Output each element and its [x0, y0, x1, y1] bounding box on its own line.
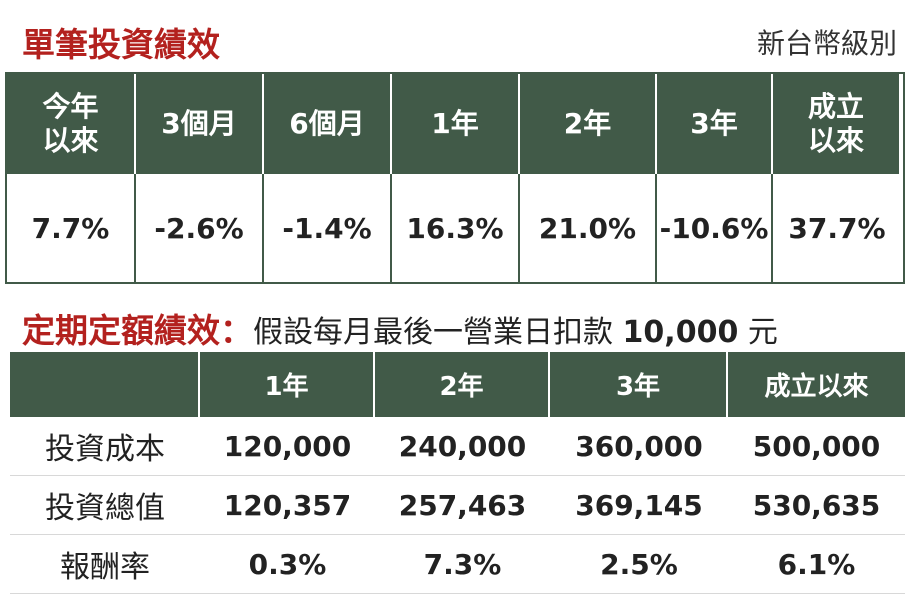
value-3y: -10.6%: [657, 174, 773, 282]
header-ytd-text: 今年 以來: [42, 90, 99, 157]
periodic-performance-table: 1年 2年 3年 成立以來 投資成本 120,000 240,000 360,0…: [10, 352, 905, 594]
header-since-inception-text: 成立 以來: [807, 90, 864, 157]
header-3m: 3個月: [136, 74, 264, 174]
total-value-3y: 369,145: [550, 476, 728, 535]
cost-since-inception: 500,000: [728, 417, 905, 476]
currency-class-label: 新台幣級別: [756, 27, 897, 60]
single-investment-title: 單筆投資績效: [22, 25, 220, 64]
value-2y: 21.0%: [520, 174, 657, 282]
single-performance-table: 今年 以來 3個月 6個月 1年 2年 3年 成立 以來 7.7% -2.6% …: [5, 72, 905, 284]
periodic-subtitle-text: 假設每月最後一營業日扣款: [253, 315, 613, 350]
header-2y: 2年: [520, 74, 657, 174]
periodic-investment-title: 定期定額績效：假設每月最後一營業日扣款 10,000 元: [22, 304, 778, 352]
periodic-header-3y: 3年: [550, 352, 728, 417]
periodic-header-since-inception: 成立以來: [728, 352, 905, 417]
cost-1y: 120,000: [200, 417, 375, 476]
periodic-title-separator: ：: [220, 311, 253, 350]
header-1y: 1年: [392, 74, 520, 174]
return-2y: 7.3%: [375, 535, 550, 594]
value-ytd: 7.7%: [7, 174, 136, 282]
periodic-subtitle: 假設每月最後一營業日扣款 10,000 元: [253, 315, 778, 350]
total-value-since-inception: 530,635: [728, 476, 905, 535]
value-3m: -2.6%: [136, 174, 264, 282]
header-3y: 3年: [657, 74, 773, 174]
periodic-header-2y: 2年: [375, 352, 550, 417]
periodic-header-blank: [10, 352, 200, 417]
header-ytd: 今年 以來: [7, 74, 136, 174]
total-value-1y: 120,357: [200, 476, 375, 535]
periodic-title-text: 定期定額績效: [22, 311, 220, 350]
row-label-return-rate: 報酬率: [10, 535, 200, 594]
return-since-inception: 6.1%: [728, 535, 905, 594]
total-value-2y: 257,463: [375, 476, 550, 535]
cost-2y: 240,000: [375, 417, 550, 476]
periodic-header-1y: 1年: [200, 352, 375, 417]
return-3y: 2.5%: [550, 535, 728, 594]
value-since-inception: 37.7%: [788, 211, 886, 245]
header-since-inception: 成立 以來: [773, 74, 901, 174]
value-1y: 16.3%: [392, 174, 520, 282]
cost-3y: 360,000: [550, 417, 728, 476]
header-6m: 6個月: [264, 74, 392, 174]
value-6m: -1.4%: [264, 174, 392, 282]
row-label-cost: 投資成本: [10, 417, 200, 476]
return-1y: 0.3%: [200, 535, 375, 594]
periodic-amount-unit: 元: [747, 315, 778, 350]
row-label-total-value: 投資總值: [10, 476, 200, 535]
periodic-amount: 10,000: [622, 315, 739, 350]
